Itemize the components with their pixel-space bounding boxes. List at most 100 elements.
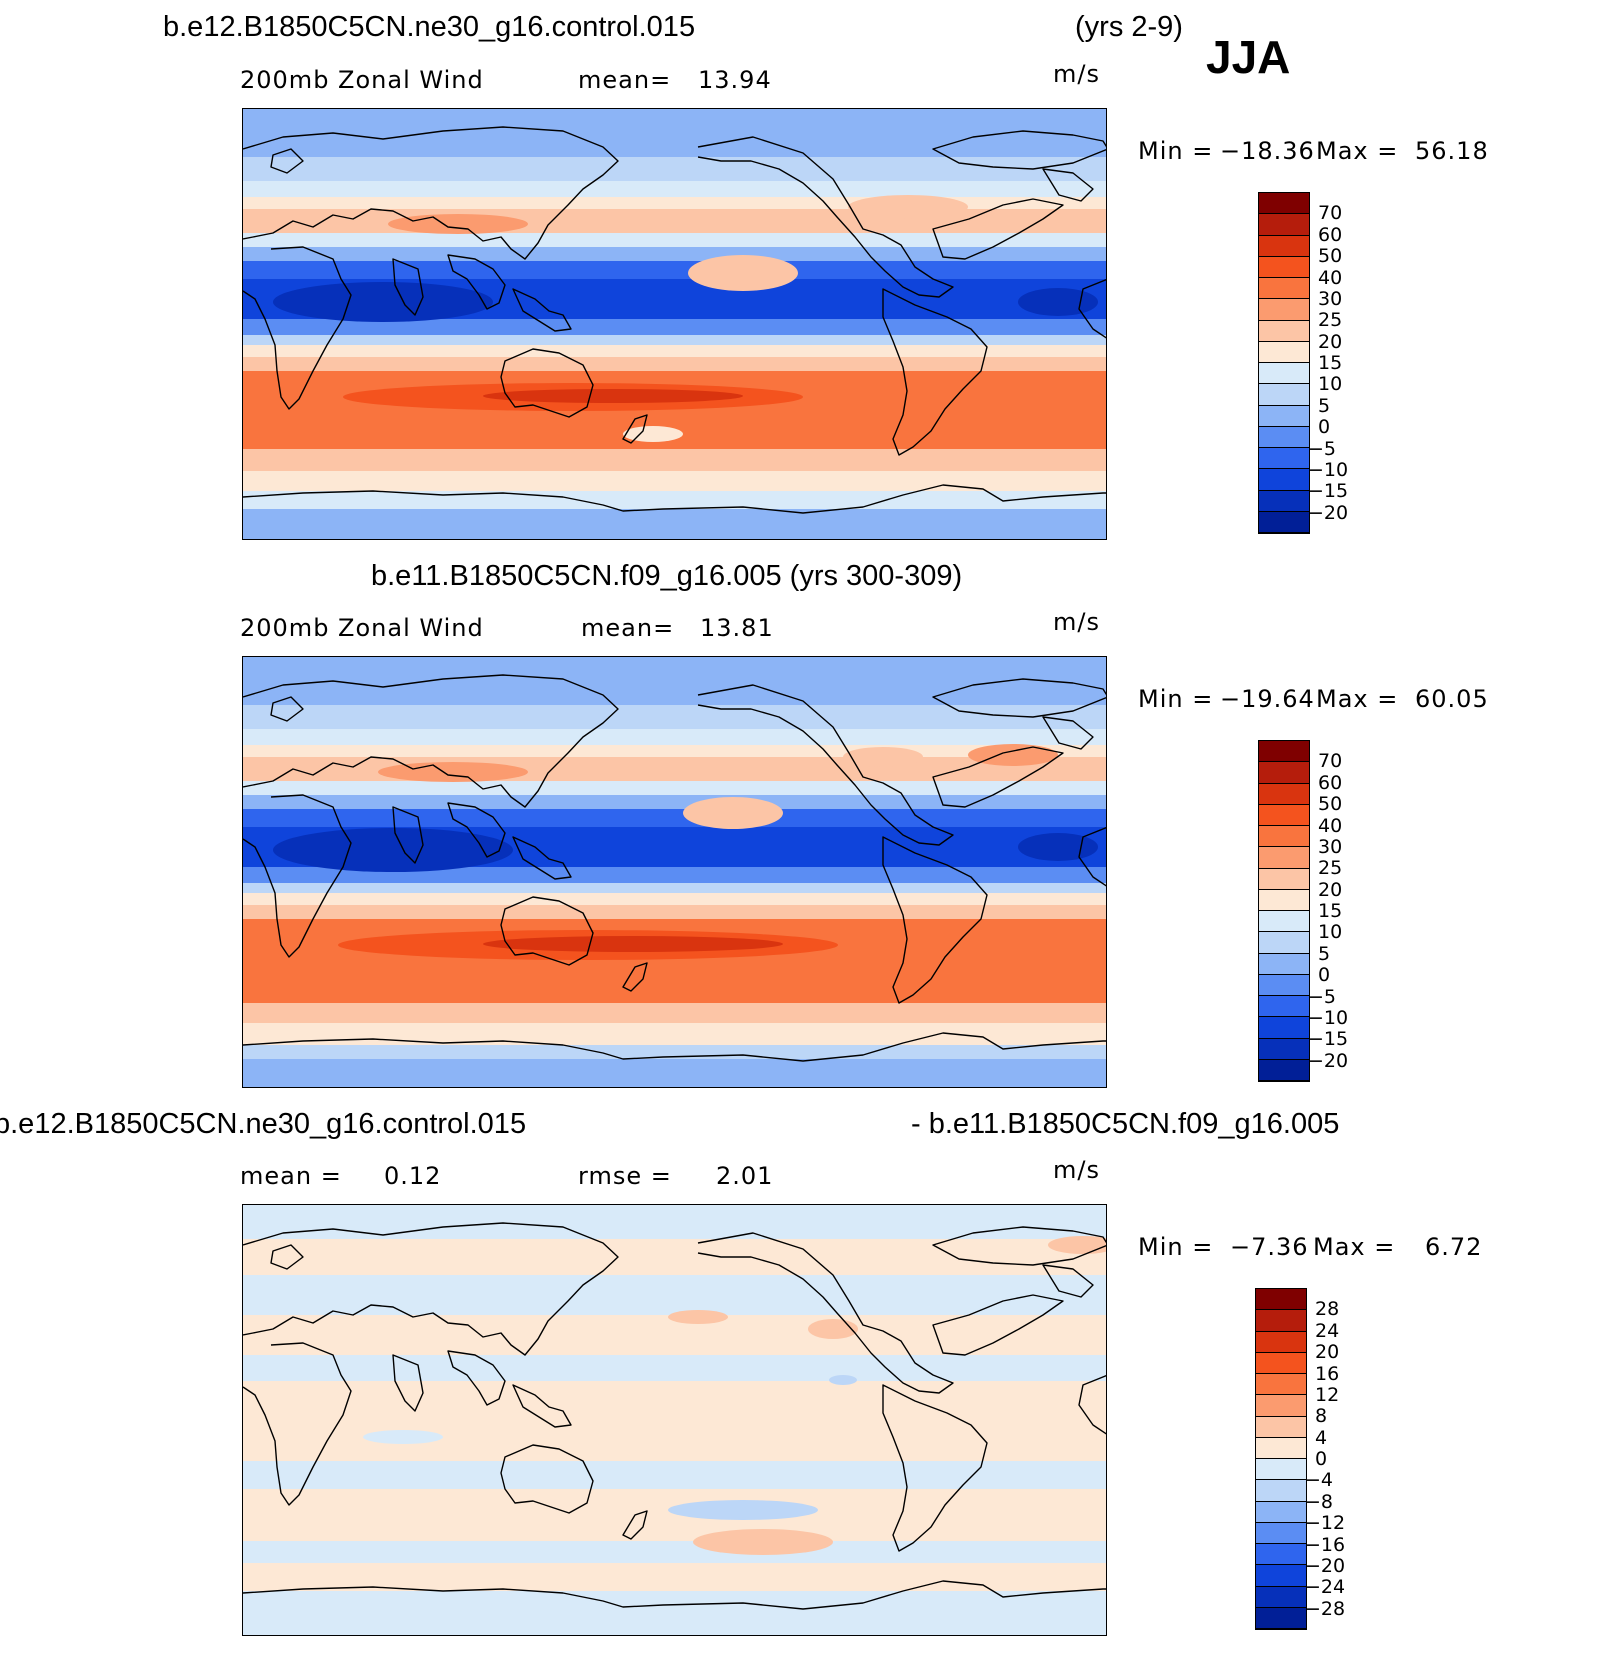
contour-band bbox=[243, 261, 1106, 279]
coastline bbox=[447, 254, 506, 310]
colorbar-box bbox=[1259, 762, 1309, 784]
contour-band bbox=[243, 1275, 1106, 1315]
colorbar-box bbox=[1259, 426, 1309, 448]
contour-band bbox=[243, 197, 1106, 209]
panel1-unit: m/s bbox=[1053, 60, 1100, 88]
panel2-title: b.e11.B1850C5CN.f09_g16.005 (yrs 300-309… bbox=[371, 560, 963, 592]
contour-band bbox=[243, 319, 1106, 335]
contour-band bbox=[243, 1023, 1106, 1045]
colorbar-box bbox=[1259, 932, 1309, 954]
colorbar-box bbox=[1259, 889, 1309, 911]
contour-band bbox=[243, 335, 1106, 345]
colorbar-box bbox=[1259, 490, 1309, 512]
coastline bbox=[243, 674, 619, 808]
contour-band bbox=[243, 1239, 1106, 1275]
colorbar-box bbox=[1259, 511, 1309, 533]
coastline bbox=[622, 1510, 648, 1540]
panel1-max-label: Max = bbox=[1316, 137, 1399, 165]
panel3-title-right: - b.e11.B1850C5CN.f09_g16.005 bbox=[911, 1108, 1340, 1140]
panel1-mean-label: mean= bbox=[578, 66, 672, 94]
contour-band bbox=[243, 1541, 1106, 1563]
colorbar-box bbox=[1259, 953, 1309, 975]
contour-cell bbox=[378, 762, 528, 782]
colorbar-tick-label: 15 bbox=[1318, 900, 1343, 922]
colorbar-box bbox=[1259, 847, 1309, 869]
colorbar-tick-label: 70 bbox=[1318, 750, 1343, 773]
colorbar-tick-label: −15 bbox=[1308, 480, 1349, 503]
coastline bbox=[1078, 827, 1106, 887]
contour-band bbox=[243, 893, 1106, 905]
colorbar-tick-label: −20 bbox=[1305, 1554, 1346, 1577]
colorbar-box bbox=[1259, 299, 1309, 321]
colorbar-tick-label: 60 bbox=[1318, 771, 1343, 794]
contour-cell bbox=[273, 828, 513, 872]
colorbar-box bbox=[1256, 1416, 1306, 1438]
panel3-rmse-value: 2.01 bbox=[716, 1162, 774, 1190]
panel1-mean-value: 13.94 bbox=[698, 66, 772, 94]
contour-cell bbox=[848, 195, 968, 219]
coastline bbox=[447, 802, 506, 858]
panel2-mean-label: mean= bbox=[581, 614, 675, 642]
coastline bbox=[1042, 716, 1094, 750]
contour-band bbox=[243, 705, 1106, 729]
coastline bbox=[500, 896, 594, 966]
colorbar-box bbox=[1259, 320, 1309, 342]
coastline bbox=[243, 246, 352, 410]
contour-cell bbox=[843, 747, 923, 767]
panel2-mean-value: 13.81 bbox=[700, 614, 774, 642]
contour-band bbox=[243, 1461, 1106, 1489]
colorbar-tick-label: −15 bbox=[1308, 1028, 1349, 1051]
colorbar-tick-label: 50 bbox=[1318, 793, 1343, 816]
coastline bbox=[270, 696, 304, 722]
colorbar-tick-label: −5 bbox=[1308, 985, 1337, 1008]
colorbar-tick-label: −20 bbox=[1308, 501, 1349, 524]
contour-band bbox=[243, 233, 1106, 247]
contour-band bbox=[243, 491, 1106, 509]
colorbar-box bbox=[1259, 384, 1309, 406]
contour-cell bbox=[483, 936, 783, 952]
colorbar-tick-label: 20 bbox=[1318, 878, 1343, 901]
contour-band bbox=[243, 209, 1106, 233]
panel2-unit: m/s bbox=[1053, 608, 1100, 636]
coastline bbox=[500, 1444, 594, 1514]
colorbar-box bbox=[1256, 1459, 1306, 1481]
coastline bbox=[243, 1580, 1106, 1610]
coastline bbox=[932, 1294, 1064, 1356]
colorbar-tick-label: −12 bbox=[1305, 1512, 1346, 1535]
panel2-colorbar bbox=[1258, 740, 1310, 1082]
colorbar-tick-label: 24 bbox=[1315, 1319, 1340, 1342]
coastline bbox=[697, 684, 954, 846]
coastline bbox=[243, 484, 1106, 514]
colorbar-box bbox=[1259, 1059, 1309, 1081]
colorbar-tick-label: −4 bbox=[1305, 1469, 1334, 1492]
contour-band bbox=[243, 1045, 1106, 1059]
colorbar-box bbox=[1259, 469, 1309, 491]
coastline bbox=[932, 198, 1064, 260]
coastline bbox=[622, 414, 648, 444]
coastline bbox=[243, 794, 352, 958]
coastline bbox=[243, 1342, 352, 1506]
contour-band bbox=[243, 883, 1106, 893]
panel3-rmse-label: rmse = bbox=[578, 1162, 672, 1190]
colorbar-box bbox=[1259, 826, 1309, 848]
contour-band bbox=[243, 1205, 1106, 1239]
contour-band bbox=[243, 729, 1106, 745]
contour-band bbox=[243, 449, 1106, 471]
colorbar-tick-label: −5 bbox=[1308, 437, 1337, 460]
contour-band bbox=[243, 1591, 1106, 1635]
panel2-max-label: Max = bbox=[1316, 685, 1399, 713]
colorbar-tick-label: 4 bbox=[1315, 1426, 1328, 1449]
colorbar-box bbox=[1256, 1522, 1306, 1544]
contour-band bbox=[243, 509, 1106, 539]
colorbar-tick-label: 20 bbox=[1315, 1341, 1340, 1364]
panel3-min-label: Min = bbox=[1138, 1233, 1214, 1261]
colorbar-tick-label: 0 bbox=[1318, 416, 1331, 439]
contour-cell bbox=[273, 282, 493, 322]
coastline bbox=[270, 148, 304, 174]
colorbar-tick-label: 30 bbox=[1318, 835, 1343, 858]
colorbar-tick-label: 30 bbox=[1318, 287, 1343, 310]
contour-band bbox=[243, 181, 1106, 197]
panel3-max-value: 6.72 bbox=[1425, 1233, 1483, 1261]
colorbar-box bbox=[1256, 1480, 1306, 1502]
colorbar-tick-label: −24 bbox=[1305, 1576, 1346, 1599]
